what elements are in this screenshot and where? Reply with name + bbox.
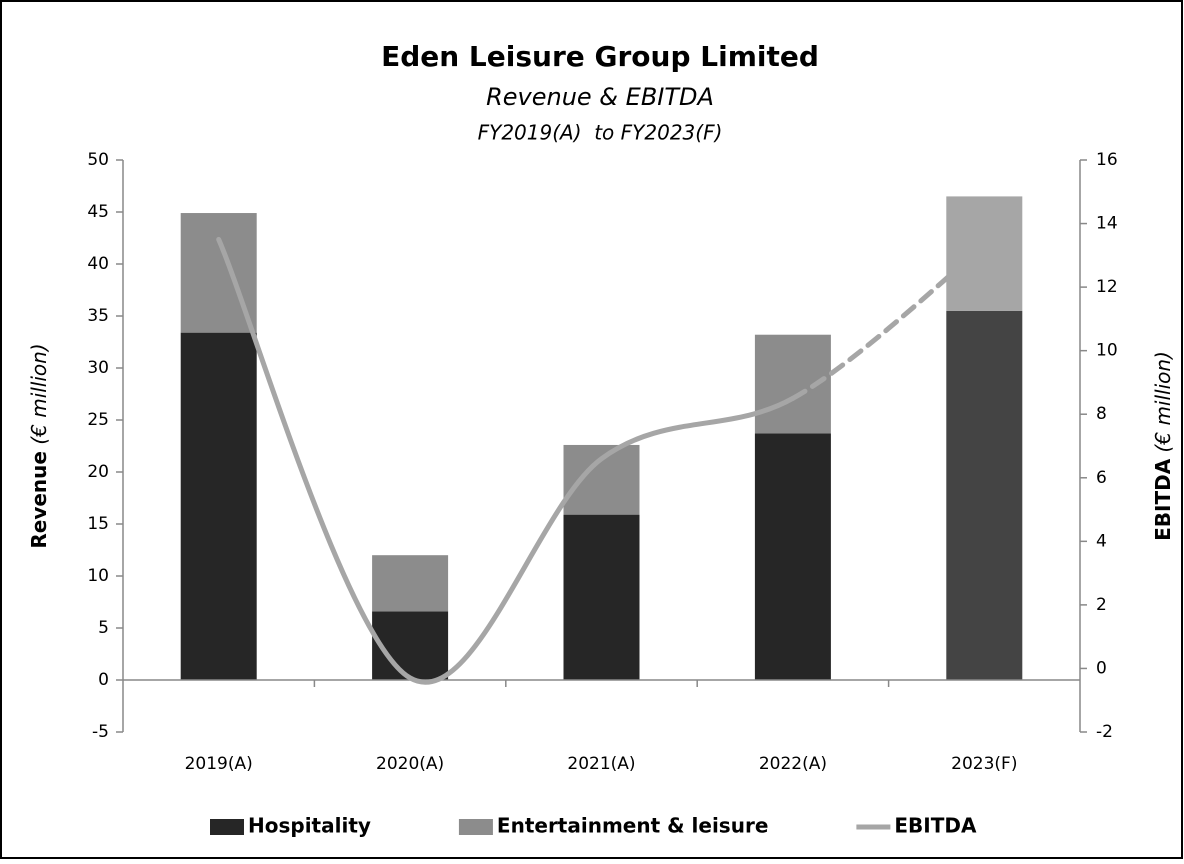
x-tick-label: 2022(A)	[759, 754, 827, 774]
y-tick-label: 20	[87, 462, 109, 482]
y2-axis-label-unit: (€ million)	[1151, 351, 1175, 452]
y2-tick-label: -2	[1096, 722, 1113, 742]
y-tick-label: 5	[98, 618, 109, 638]
bar	[180, 332, 257, 680]
x-tick-label: 2021(A)	[567, 754, 635, 774]
x-tick-label: 2020(A)	[376, 754, 444, 774]
x-tick-label: 2019(A)	[185, 754, 253, 774]
legend-swatch	[458, 819, 493, 835]
y2-tick-label: 10	[1096, 341, 1118, 361]
line	[216, 236, 796, 685]
y-tick-label: 45	[87, 202, 109, 222]
bar	[372, 611, 449, 680]
chart-period: FY2019(A) to FY2023(F)	[478, 121, 723, 145]
y-axis-label-unit: (€ million)	[27, 343, 51, 444]
y2-tick-label: 2	[1096, 595, 1107, 615]
y-axis-label: Revenue (€ million)	[27, 343, 51, 548]
y-tick-label: 0	[98, 670, 109, 690]
y-tick-label: 15	[87, 514, 109, 534]
line-forecast	[790, 243, 987, 401]
y2-tick-label: 8	[1096, 404, 1107, 424]
y2-tick-label: 12	[1096, 277, 1118, 297]
legend-label: Hospitality	[248, 814, 371, 838]
y2-axis-label-text: EBITDA	[1151, 458, 1175, 541]
bar	[946, 196, 1023, 311]
y-tick-label: 50	[87, 150, 109, 170]
y-tick-label: 40	[87, 254, 109, 274]
y2-axis-label: EBITDA (€ million)	[1151, 351, 1175, 541]
bar	[372, 555, 449, 612]
chart-title: Eden Leisure Group Limited	[381, 40, 819, 73]
y-axis-label-text: Revenue	[27, 451, 51, 549]
y-tick-label: 25	[87, 410, 109, 430]
y2-tick-label: 6	[1096, 468, 1107, 488]
bar	[563, 444, 640, 515]
legend-label: Entertainment & leisure	[497, 814, 768, 838]
y-tick-label: 35	[87, 306, 109, 326]
y2-tick-label: 0	[1096, 658, 1107, 678]
bar	[946, 310, 1023, 680]
legend-swatch	[210, 819, 244, 835]
y-tick-label: 30	[87, 358, 109, 378]
legend-label: EBITDA	[894, 814, 977, 838]
y-tick-label: 10	[87, 566, 109, 586]
y2-tick-label: 14	[1096, 214, 1118, 234]
y-tick-label: -5	[92, 722, 109, 742]
bar	[754, 433, 831, 680]
y2-tick-label: 4	[1096, 531, 1107, 551]
chart-subtitle: Revenue & EBITDA	[486, 83, 714, 111]
x-tick-label: 2023(F)	[951, 754, 1017, 774]
y2-tick-label: 16	[1096, 150, 1118, 170]
bar	[563, 514, 640, 680]
